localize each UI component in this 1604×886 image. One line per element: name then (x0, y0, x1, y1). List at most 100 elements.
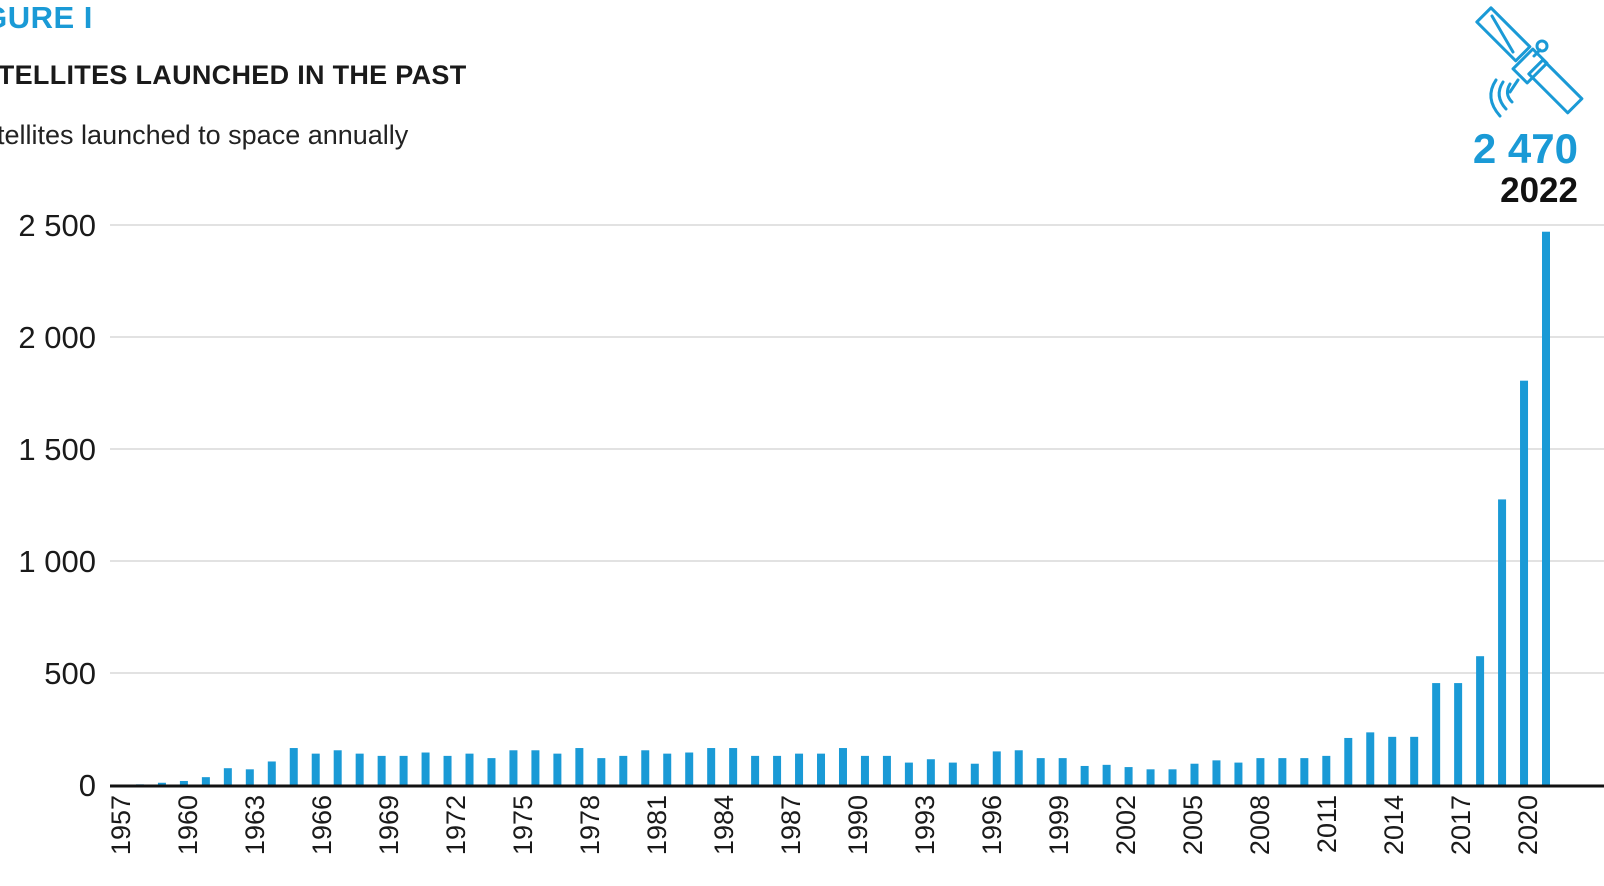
bar (1300, 758, 1309, 785)
bar (795, 753, 804, 785)
bar (1080, 765, 1089, 785)
bar (860, 755, 869, 785)
bar (882, 755, 891, 785)
bar (1410, 736, 1419, 785)
satellite-icon (1475, 6, 1584, 118)
bar (157, 782, 166, 785)
x-tick-label: 2008 (1245, 795, 1275, 855)
bar (1124, 767, 1133, 785)
bar (1498, 499, 1507, 785)
bar (1344, 737, 1353, 785)
y-tick-label: 2 500 (18, 208, 96, 243)
chart-title: ATELLITES LAUNCHED IN THE PAST (0, 60, 467, 90)
x-tick-label: 1993 (910, 795, 940, 855)
bar (1520, 380, 1529, 785)
x-tick-label: 2014 (1379, 795, 1409, 855)
bar (1212, 760, 1221, 785)
bar (948, 762, 957, 785)
x-tick-label: 1960 (173, 795, 203, 855)
bar (904, 762, 913, 785)
x-tick-label: 1981 (642, 795, 672, 855)
bar (1256, 758, 1265, 785)
bar (1234, 762, 1243, 785)
bar (245, 769, 254, 785)
bar (1036, 758, 1045, 785)
x-tick-label: 1969 (374, 795, 404, 855)
y-tick-label: 0 (79, 768, 96, 803)
chart-subtitle: atellites launched to space annually (0, 120, 409, 150)
bar (1278, 758, 1287, 785)
bar (465, 753, 474, 785)
bar (1366, 732, 1375, 785)
bar (377, 755, 386, 785)
x-tick-label: 2017 (1446, 795, 1476, 855)
callout-value: 2 470 (1472, 125, 1578, 172)
y-tick-label: 1 000 (18, 544, 96, 579)
bar (1168, 769, 1177, 785)
bar (1542, 231, 1550, 786)
callout-year: 2022 (1500, 171, 1578, 210)
bar (773, 755, 782, 785)
bar (729, 748, 738, 785)
bar (201, 777, 210, 785)
x-tick-label: 1978 (575, 795, 605, 855)
y-tick-label: 1 500 (18, 432, 96, 467)
bar (267, 761, 276, 785)
bar (1190, 763, 1199, 785)
x-tick-label: 1963 (240, 795, 270, 855)
bar (311, 753, 320, 785)
bar (399, 755, 408, 785)
bar (751, 755, 760, 785)
bar (707, 748, 716, 785)
bar (1476, 656, 1485, 785)
figure-label: IGURE I (0, 0, 93, 35)
bar (509, 750, 518, 785)
bar (838, 748, 847, 785)
x-tick-label: 2005 (1178, 795, 1208, 855)
bar (1014, 750, 1023, 785)
bar (355, 753, 364, 785)
y-tick-label: 500 (44, 656, 96, 691)
bar (597, 758, 606, 785)
bar (333, 750, 342, 785)
bar (421, 752, 430, 785)
bar (817, 753, 826, 785)
x-tick-label: 1990 (843, 795, 873, 855)
x-tick-label: 1972 (441, 795, 471, 855)
bar (1454, 683, 1463, 785)
bar (487, 758, 496, 785)
x-tick-label: 1975 (508, 795, 538, 855)
bar (1058, 758, 1067, 785)
x-tick-label: 1984 (709, 795, 739, 855)
bar (553, 753, 562, 785)
bar (1322, 755, 1331, 785)
y-tick-label: 2 000 (18, 320, 96, 355)
x-tick-label: 1966 (307, 795, 337, 855)
bar (289, 748, 298, 785)
bar (179, 780, 188, 785)
bar (641, 750, 650, 785)
bar (663, 753, 672, 785)
bar (1146, 769, 1155, 785)
callout: 2 470 2022 (1472, 125, 1578, 210)
bar (619, 755, 628, 785)
bar (1432, 683, 1441, 785)
bar (685, 752, 694, 785)
x-tick-label: 1999 (1044, 795, 1074, 855)
bar (223, 768, 232, 785)
bar (970, 763, 979, 785)
x-tick-label: 1996 (977, 795, 1007, 855)
x-tick-label: 2002 (1111, 795, 1141, 855)
x-tick-label: 2011 (1312, 795, 1342, 853)
bar (1102, 764, 1111, 785)
bar (992, 751, 1001, 785)
bar (926, 759, 935, 785)
x-tick-label: 2020 (1513, 795, 1543, 855)
bar (531, 750, 540, 785)
bar (575, 748, 584, 785)
x-tick-label: 1957 (106, 795, 136, 855)
bar (443, 755, 452, 785)
x-tick-label: 1987 (776, 795, 806, 855)
bar (1388, 736, 1397, 785)
